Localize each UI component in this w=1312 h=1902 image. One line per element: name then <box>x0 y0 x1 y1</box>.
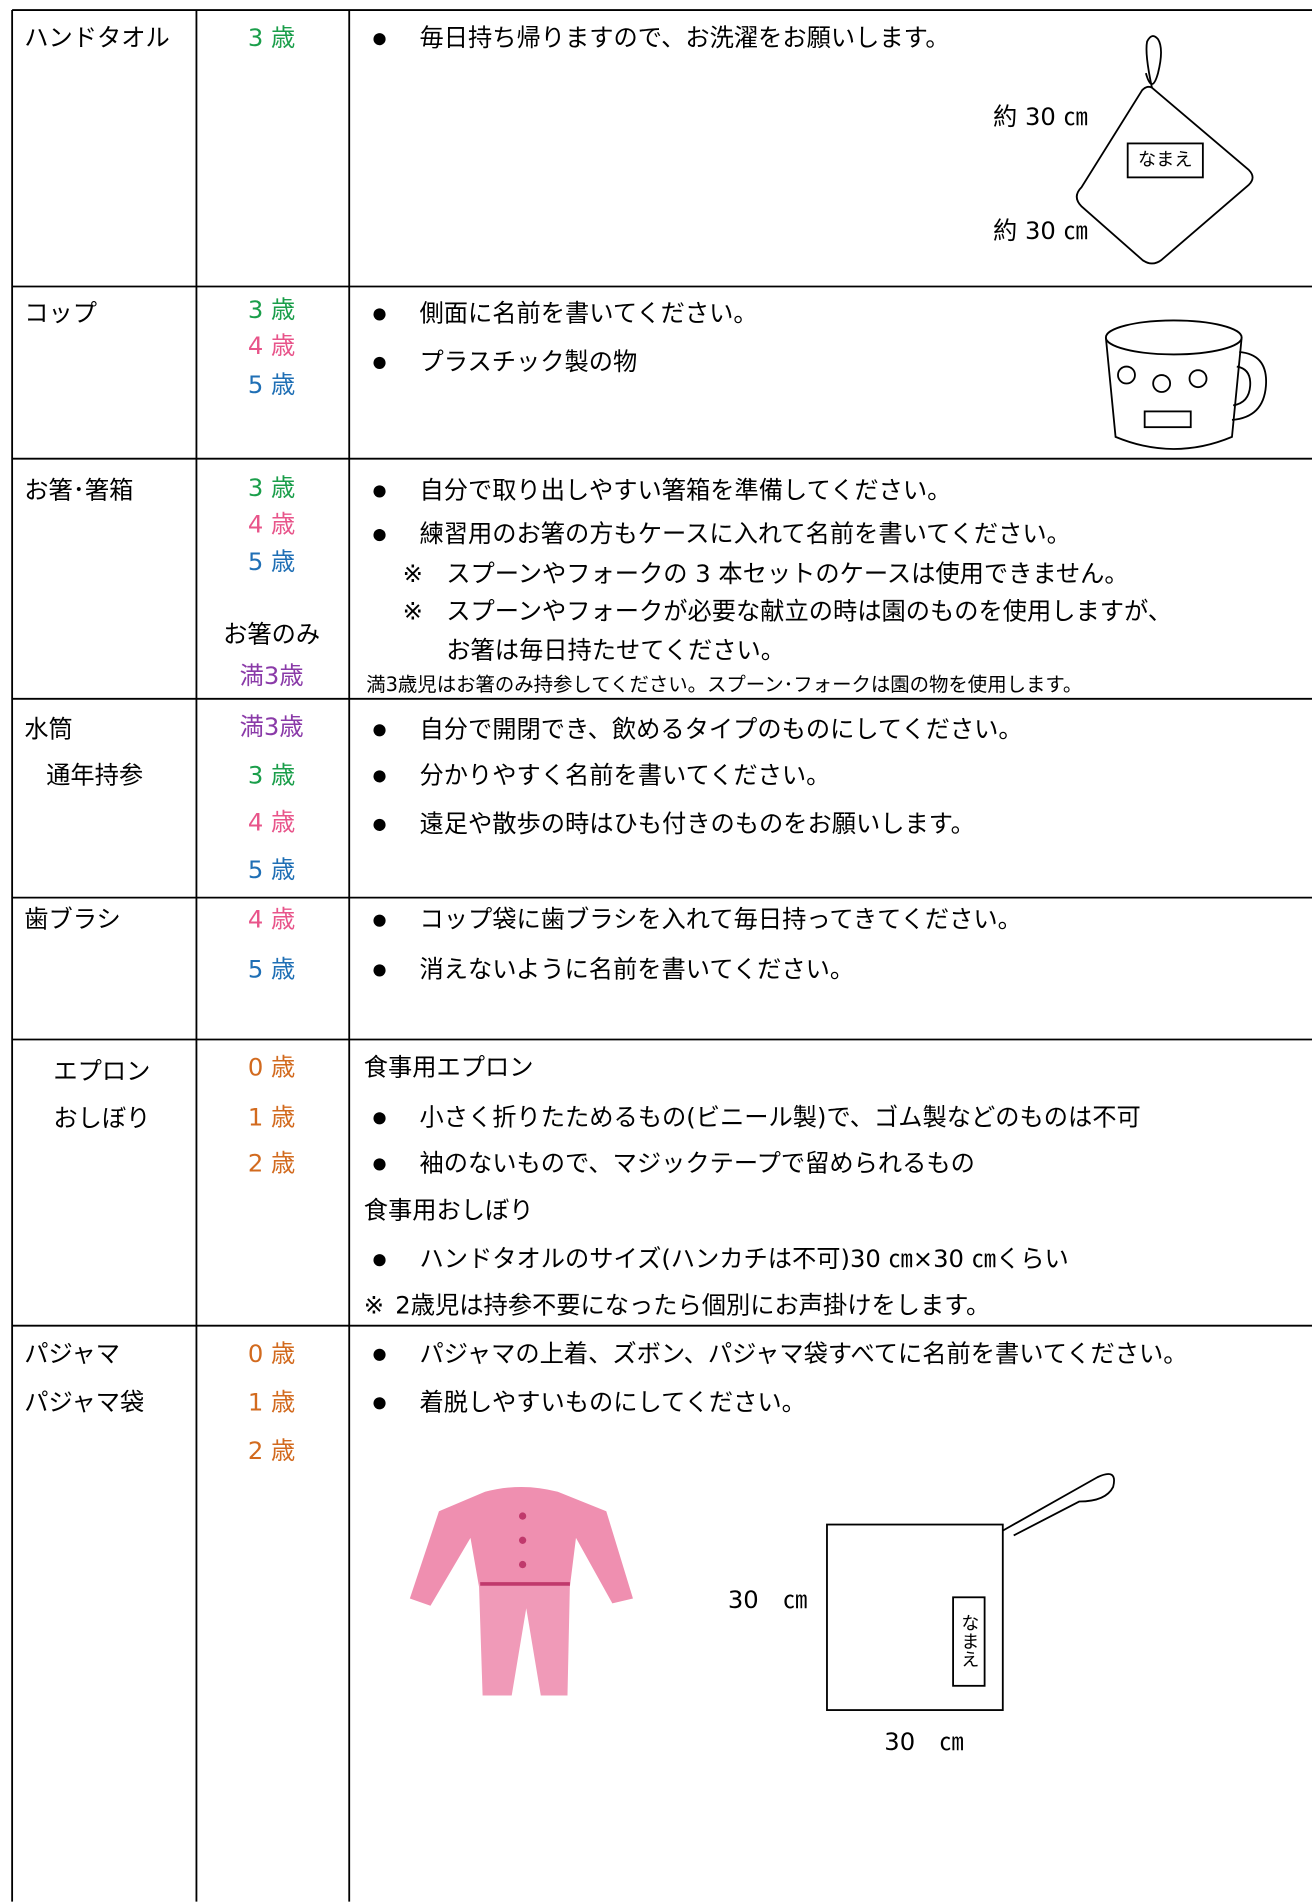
item-name: 通年持参 <box>46 760 143 789</box>
age-label: 1 歳 <box>248 1102 295 1131</box>
bullet <box>373 818 386 831</box>
age-label: 4 歳 <box>248 905 295 934</box>
bullet <box>373 1348 386 1361</box>
bullet <box>373 964 386 977</box>
age-label: 3 歳 <box>248 473 295 502</box>
bullet <box>373 529 386 542</box>
age-label: 2 歳 <box>248 1148 295 1177</box>
content-line: 2歳児は持参不要になったら個別にお声掛けをします。 <box>395 1290 990 1319</box>
bullet <box>373 1112 386 1125</box>
content-line: 自分で開閉でき、飲めるタイプのものにしてください。 <box>420 714 1023 743</box>
content-line: 小さく折りたためるもの(ビニール製)で、ゴム製などのものは不可 <box>420 1102 1141 1131</box>
content-line: コップ袋に歯ブラシを入れて毎日持ってきてください。 <box>420 905 1022 934</box>
content-line: プラスチック製の物 <box>420 347 638 376</box>
content-line: 満3歳児はお箸のみ持参してください。スプーン･フォークは園の物を使用します。 <box>366 673 1082 696</box>
note-mark: ※ <box>403 559 423 588</box>
age-label: 5 歳 <box>248 370 295 399</box>
bullet <box>373 1254 386 1267</box>
size-label: 約 30 ㎝ <box>993 102 1088 131</box>
content-line: 消えないように名前を書いてください。 <box>420 954 855 983</box>
content-line: 食事用おしぼり <box>364 1196 534 1225</box>
content-line: 練習用のお箸の方もケースに入れて名前を書いてください。 <box>420 519 1071 548</box>
age-label: 4 歳 <box>248 331 295 360</box>
pajama-illustration <box>409 1486 633 1696</box>
age-label: 3 歳 <box>248 23 295 52</box>
bullet <box>373 308 386 321</box>
content-line: お箸は毎日持たせてください。 <box>446 635 785 664</box>
content-line: 着脱しやすいものにしてください。 <box>420 1387 806 1416</box>
bullet <box>373 356 386 369</box>
age-label: お箸のみ <box>223 620 320 649</box>
age-label: 4 歳 <box>248 509 295 538</box>
content-line: スプーンやフォークが必要な献立の時は園のものを使用しますが、 <box>446 597 1172 626</box>
age-label: 満3歳 <box>240 661 304 690</box>
bullet <box>373 724 386 737</box>
item-name: お箸･箸箱 <box>24 475 133 504</box>
content-line: 食事用エプロン <box>364 1053 534 1082</box>
content-line: 毎日持ち帰りますので、お洗濯をお願いします。 <box>420 23 950 52</box>
towel-illustration <box>1075 35 1254 265</box>
content-line: 遠足や散歩の時はひも付きのものをお願いします。 <box>420 809 975 838</box>
item-name: 水筒 <box>24 714 73 743</box>
table-lines <box>11 9 1312 1902</box>
age-label: 5 歳 <box>248 855 295 884</box>
bag-illustration <box>826 1473 1115 1711</box>
content-line: ハンドタオルのサイズ(ハンカチは不可)30 ㎝×30 ㎝くらい <box>420 1244 1069 1273</box>
item-name: 歯ブラシ <box>24 905 121 934</box>
content-line: スプーンやフォークの 3 本セットのケースは使用できません。 <box>446 559 1128 588</box>
note-mark: ※ <box>403 597 423 626</box>
content-line: 分かりやすく名前を書いてください。 <box>420 760 831 789</box>
age-label: 4 歳 <box>248 808 295 837</box>
item-name: パジャマ袋 <box>24 1387 144 1416</box>
name-tag: なまえ <box>1138 149 1193 170</box>
item-name: エプロン <box>53 1056 150 1085</box>
item-name: コップ <box>24 298 97 327</box>
bullet <box>373 770 386 783</box>
age-label: 0 歳 <box>248 1053 295 1082</box>
age-label: 1 歳 <box>248 1387 295 1416</box>
content-line: パジャマの上着、ズボン、パジャマ袋すべてに名前を書いてください。 <box>420 1339 1188 1368</box>
item-name: ハンドタオル <box>24 23 170 52</box>
bullet <box>373 1397 386 1410</box>
item-name: おしぼり <box>53 1104 150 1133</box>
size-label: 30 ㎝ <box>728 1585 807 1614</box>
age-label: 3 歳 <box>248 295 295 324</box>
note-mark: ※ <box>364 1290 384 1319</box>
content-line: 自分で取り出しやすい箸箱を準備してください。 <box>420 475 952 504</box>
bullet <box>373 485 386 498</box>
size-label: 30 ㎝ <box>884 1727 963 1756</box>
age-label: 0 歳 <box>248 1339 295 1368</box>
age-label: 5 歳 <box>248 954 295 983</box>
age-label: 3 歳 <box>248 760 295 789</box>
content-line: 側面に名前を書いてください。 <box>420 298 758 327</box>
age-label: 5 歳 <box>248 547 295 576</box>
bullet <box>373 33 386 46</box>
item-name: パジャマ <box>24 1339 120 1368</box>
bullet <box>373 1158 386 1171</box>
age-label: 2 歳 <box>248 1436 295 1465</box>
content-line: 袖のないもので、マジックテープで留められるもの <box>420 1148 975 1177</box>
name-tag: なまえ <box>958 1614 979 1669</box>
bullet <box>373 914 386 927</box>
cup-illustration <box>1104 319 1267 450</box>
size-label: 約 30 ㎝ <box>993 216 1088 245</box>
age-label: 満3歳 <box>240 712 304 741</box>
